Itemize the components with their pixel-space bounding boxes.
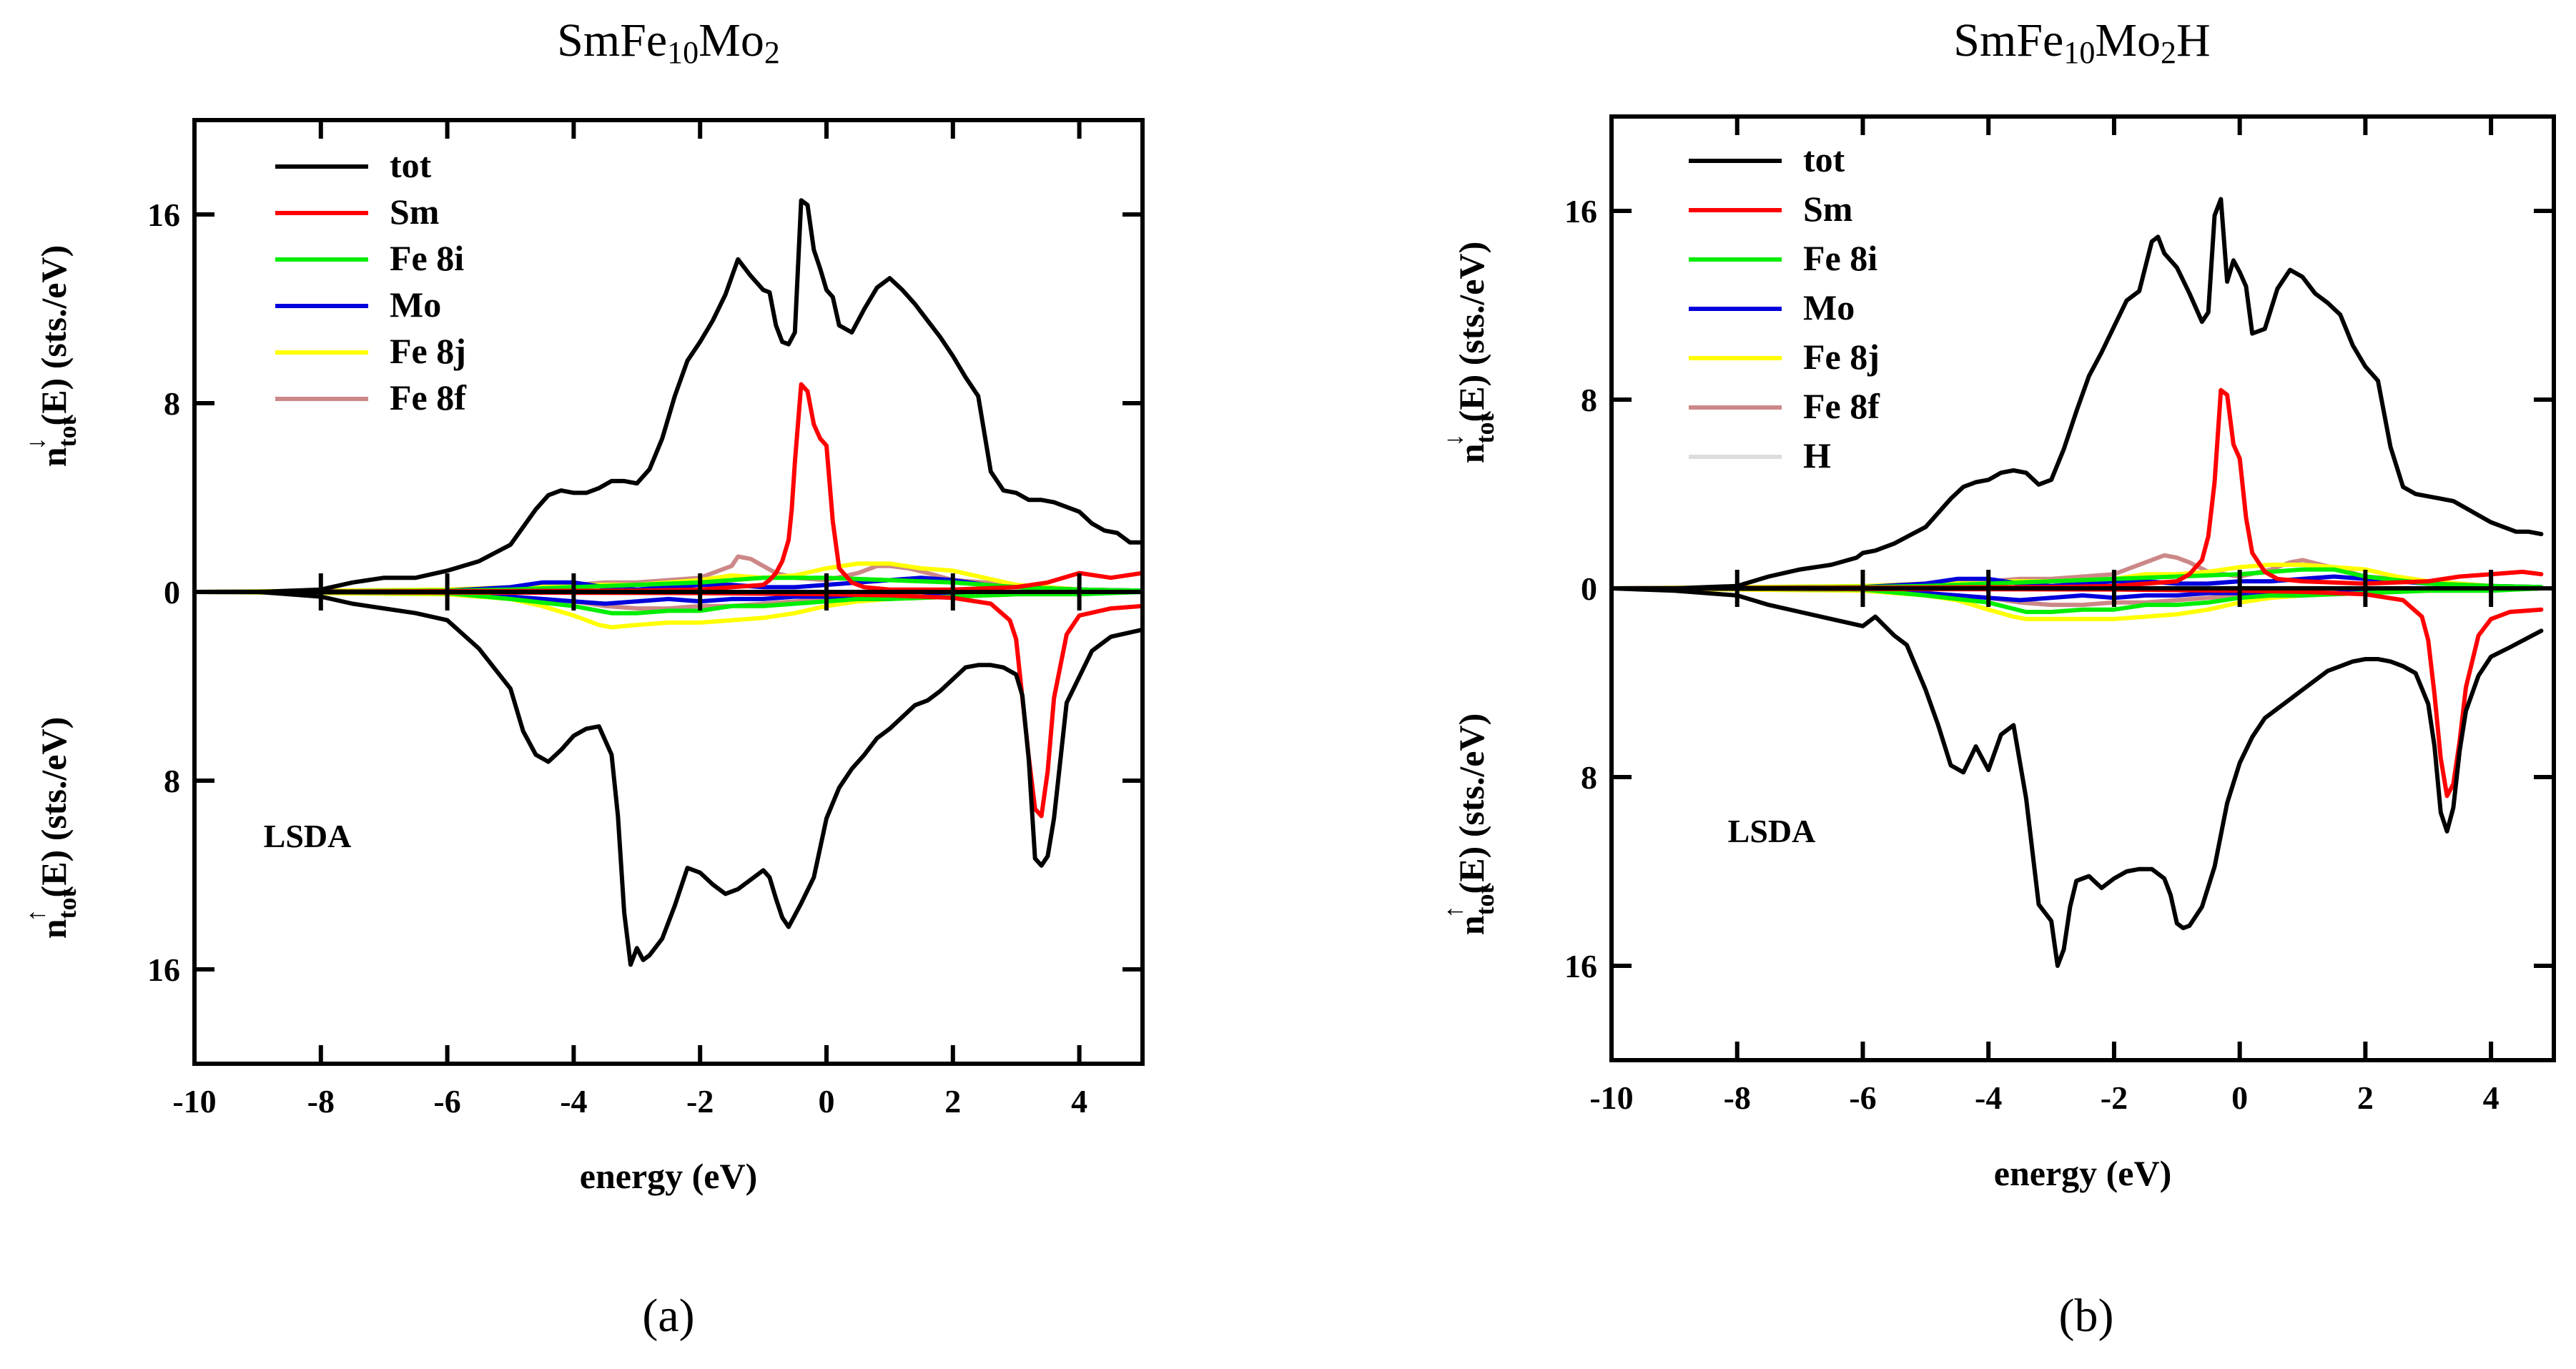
title-part: Mo bbox=[699, 14, 764, 66]
legend-label-fe-8i: Fe 8i bbox=[1803, 238, 1877, 278]
legend-label-sm: Sm bbox=[390, 192, 439, 232]
series-tot-down bbox=[194, 590, 1143, 967]
x-axis-label: energy (eV) bbox=[580, 1156, 758, 1196]
legend-label-fe-8f: Fe 8f bbox=[1803, 386, 1880, 426]
y-tick-label: 8 bbox=[164, 385, 180, 422]
title-part: SmFe bbox=[1953, 14, 2063, 66]
panel-label: (b) bbox=[2059, 1290, 2114, 1342]
legend-label-fe-8j: Fe 8j bbox=[1803, 337, 1880, 377]
series-fe-8i-down bbox=[1612, 586, 2544, 614]
chart-title: SmFe10Mo2 bbox=[557, 14, 780, 70]
x-tick-label: 4 bbox=[2483, 1079, 2499, 1116]
x-tick-label: 4 bbox=[1071, 1083, 1087, 1120]
title-subscript: 2 bbox=[764, 35, 780, 70]
chart-title: SmFe10Mo2H bbox=[1953, 14, 2210, 70]
x-tick-label: -2 bbox=[686, 1083, 714, 1120]
y-tick-label: 8 bbox=[164, 763, 180, 799]
ylabel-n: n bbox=[34, 919, 74, 939]
series-sm-down bbox=[194, 590, 1143, 819]
legend-label-mo: Mo bbox=[390, 285, 441, 325]
y-axis-label-spin-down: ntot↓ (E) (sts./eV) bbox=[1439, 242, 1499, 464]
y-tick-label: 0 bbox=[1581, 570, 1597, 607]
x-tick-label: -6 bbox=[433, 1083, 460, 1120]
legend-label-mo: Mo bbox=[1803, 287, 1855, 327]
series-mo-down bbox=[1612, 586, 2544, 603]
ylabel-subscript: tot bbox=[1471, 413, 1499, 443]
x-tick-label: -4 bbox=[1975, 1079, 2002, 1116]
ylabel-rest: (E) (sts./eV) bbox=[34, 245, 74, 426]
y-axis-label-spin-up: ntot↑ (E) (sts./eV) bbox=[1439, 713, 1499, 936]
y-axis-label-spin-down: ntot↓ (E) (sts./eV) bbox=[21, 245, 82, 468]
panel-label: (a) bbox=[642, 1290, 694, 1342]
legend-label-h: H bbox=[1803, 435, 1831, 475]
ylabel-n: n bbox=[1451, 915, 1491, 935]
legend-label-tot: tot bbox=[1803, 139, 1845, 179]
y-tick-label: 16 bbox=[147, 197, 180, 233]
series-group bbox=[1612, 197, 2544, 968]
lsda-annotation: LSDA bbox=[1728, 813, 1816, 849]
x-tick-label: -8 bbox=[307, 1083, 335, 1120]
legend-label-sm: Sm bbox=[1803, 189, 1852, 229]
ylabel-subscript: tot bbox=[53, 889, 82, 919]
y-tick-label: 8 bbox=[1581, 382, 1597, 418]
title-part: SmFe bbox=[557, 14, 667, 66]
legend-label-fe-8j: Fe 8j bbox=[390, 331, 466, 371]
ylabel-spin-arrow: ↓ bbox=[21, 437, 50, 450]
y-axis-label-spin-up: ntot↑ (E) (sts./eV) bbox=[21, 717, 82, 939]
title-part: H bbox=[2176, 14, 2211, 66]
series-tot-up bbox=[1612, 197, 2544, 590]
x-tick-label: -10 bbox=[1589, 1079, 1633, 1116]
ylabel-n: n bbox=[1451, 443, 1491, 463]
series-fe-8j-up bbox=[1612, 563, 2544, 590]
ylabel-rest: (E) (sts./eV) bbox=[1451, 713, 1491, 894]
series-sm-up bbox=[1612, 387, 2544, 590]
x-axis-label: energy (eV) bbox=[1994, 1153, 2172, 1193]
ylabel-spin-arrow: ↓ bbox=[1439, 433, 1468, 446]
series-fe-8j-up bbox=[194, 561, 1143, 594]
title-part: Mo bbox=[2095, 14, 2161, 66]
ylabel-subscript: tot bbox=[53, 417, 82, 447]
legend-label-fe-8f: Fe 8f bbox=[390, 377, 467, 417]
x-tick-label: -8 bbox=[1724, 1079, 1751, 1116]
series-fe-8i-down bbox=[194, 590, 1143, 616]
series-tot-down bbox=[1612, 586, 2544, 968]
ylabel-rest: (E) (sts./eV) bbox=[1451, 242, 1491, 422]
series-group bbox=[194, 198, 1143, 967]
y-tick-label: 16 bbox=[147, 952, 180, 988]
ylabel-subscript: tot bbox=[1471, 885, 1499, 915]
x-tick-label: 2 bbox=[944, 1083, 961, 1120]
x-tick-label: -10 bbox=[172, 1083, 216, 1120]
y-tick-label: 16 bbox=[1564, 948, 1597, 984]
x-tick-label: 0 bbox=[2231, 1079, 2248, 1116]
title-subscript: 10 bbox=[667, 35, 699, 70]
series-sm-up bbox=[194, 382, 1143, 594]
series-tot-up bbox=[194, 198, 1143, 594]
y-tick-label: 0 bbox=[164, 574, 180, 611]
series-mo-down bbox=[194, 590, 1143, 606]
ylabel-rest: (E) (sts./eV) bbox=[34, 717, 74, 898]
title-subscript: 2 bbox=[2161, 35, 2176, 70]
ylabel-n: n bbox=[34, 447, 74, 467]
x-tick-label: 0 bbox=[819, 1083, 835, 1120]
x-tick-label: -4 bbox=[560, 1083, 587, 1120]
y-tick-label: 16 bbox=[1564, 193, 1597, 229]
legend-label-fe-8i: Fe 8i bbox=[390, 238, 464, 278]
x-tick-label: 2 bbox=[2357, 1079, 2374, 1116]
x-tick-label: -2 bbox=[2101, 1079, 2128, 1116]
y-tick-label: 8 bbox=[1581, 759, 1597, 796]
ylabel-spin-arrow: ↑ bbox=[21, 909, 50, 921]
legend-label-tot: tot bbox=[390, 145, 432, 185]
series-sm-down bbox=[1612, 586, 2544, 799]
lsda-annotation: LSDA bbox=[264, 818, 352, 854]
x-tick-label: -6 bbox=[1849, 1079, 1876, 1116]
ylabel-spin-arrow: ↑ bbox=[1439, 905, 1468, 918]
title-subscript: 10 bbox=[2063, 35, 2095, 70]
